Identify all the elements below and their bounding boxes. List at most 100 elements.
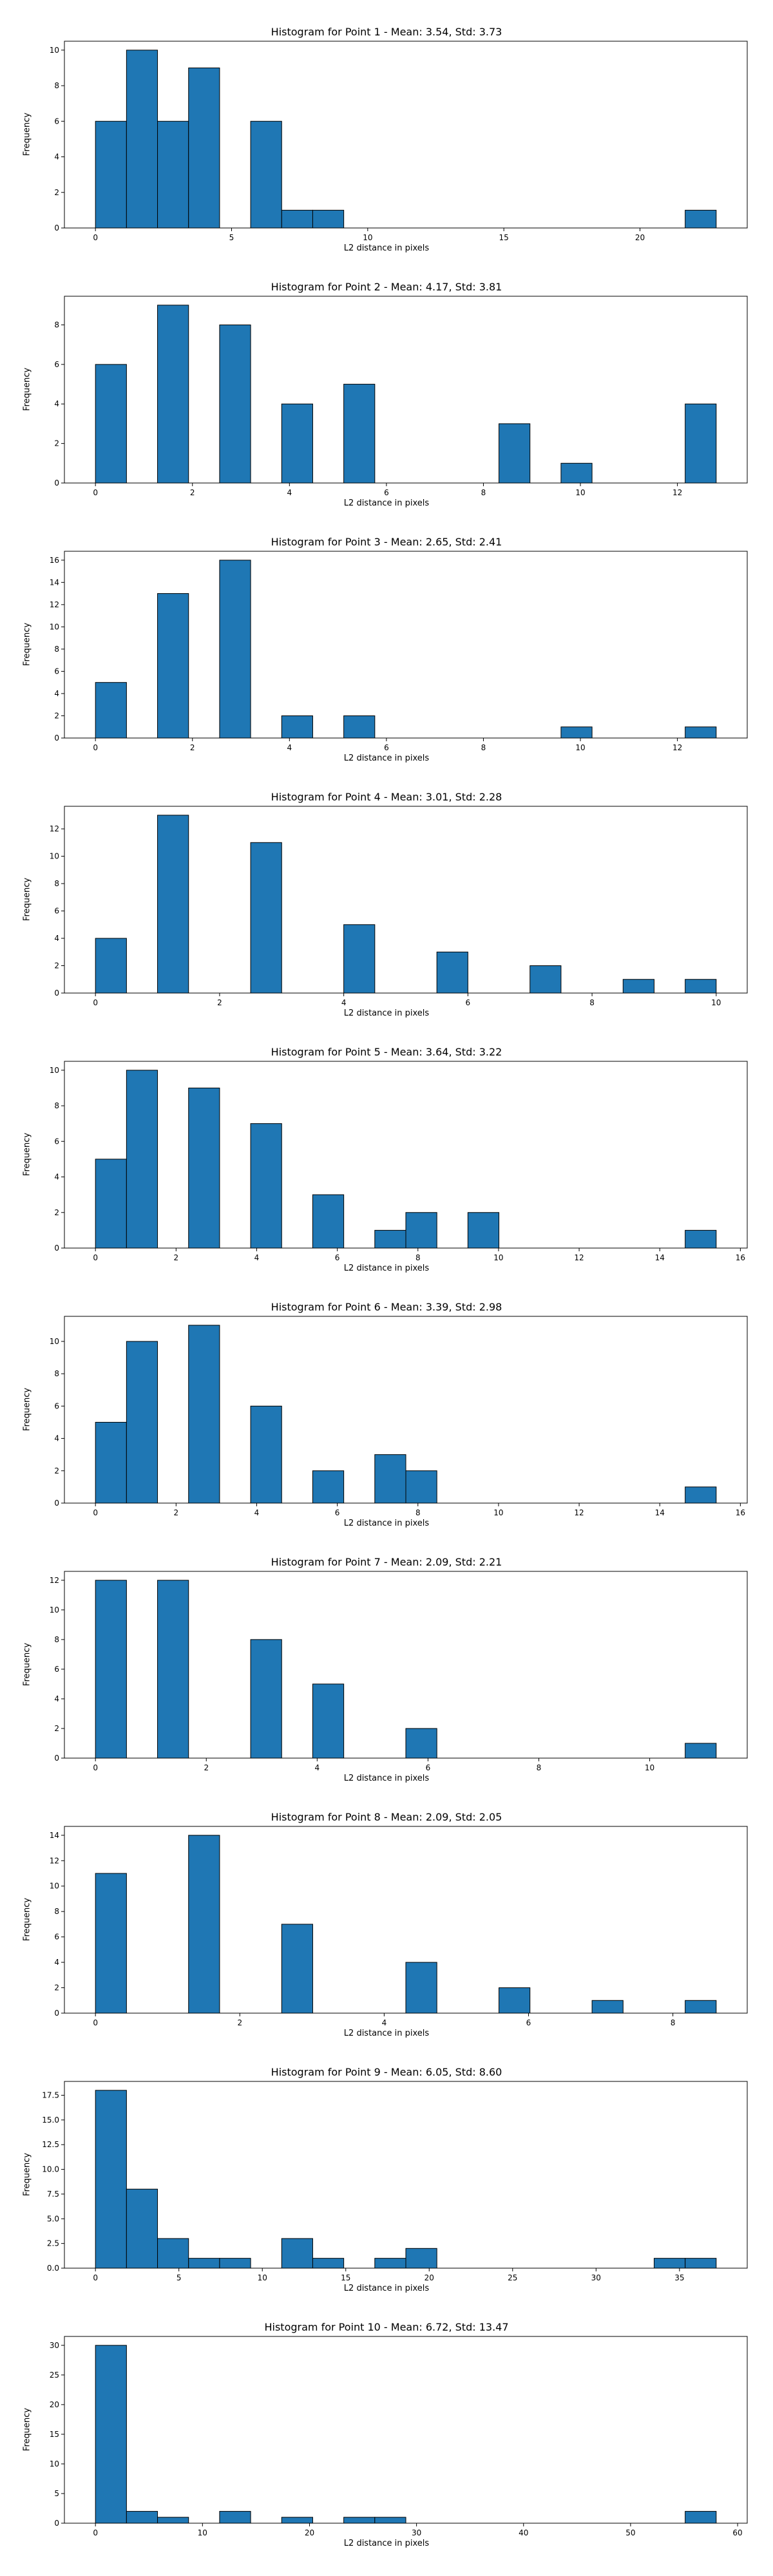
y-tick-label: 10 (50, 1882, 59, 1891)
x-tick-label: 2 (237, 2018, 242, 2027)
x-tick-label: 12 (673, 743, 682, 752)
histogram-bar (95, 120, 127, 229)
histogram-bar (219, 2511, 251, 2524)
histogram-plot: 0 5 10 15 20 25 30 35 0.0 2.5 5.0 7.5 10.0 12.5 15.0 17… (42, 2081, 748, 2282)
histogram-bar (126, 2188, 158, 2269)
histogram-bar (405, 1212, 437, 1249)
y-tick-label: 12 (50, 1856, 59, 1865)
histogram-bar (281, 2238, 313, 2269)
x-axis-label: L2 distance in pixels (343, 1009, 430, 1018)
y-tick-label: 2 (54, 439, 59, 448)
x-tick-label: 10 (645, 1763, 654, 1772)
histogram-bar (219, 560, 251, 739)
x-tick-label: 4 (287, 488, 292, 497)
axes-frame (64, 1061, 748, 1249)
histogram-bar (499, 1987, 531, 2014)
histogram-panel-2: Histogram for Point 2 - Mean: 4.17, Std:… (0, 281, 773, 536)
y-tick-label: 16 (50, 556, 59, 565)
y-tick-label: 10 (50, 2459, 59, 2468)
y-tick-label: 2.5 (47, 2239, 59, 2248)
x-tick-label: 0 (93, 488, 98, 497)
x-tick-label: 4 (341, 998, 347, 1007)
histogram-bar (188, 2258, 220, 2269)
x-tick-label: 12 (574, 1253, 584, 1262)
histogram-bar (157, 2238, 189, 2269)
x-tick-label: 0 (93, 2018, 98, 2027)
x-tick-label: 8 (481, 488, 486, 497)
x-axis-label: L2 distance in pixels (343, 1264, 430, 1273)
x-tick-label: 0 (93, 998, 98, 1007)
y-tick-label: 12.5 (42, 2140, 59, 2149)
x-tick-label: 10 (493, 1508, 503, 1517)
y-tick-label: 12 (50, 1576, 59, 1585)
x-tick-label: 14 (655, 1253, 665, 1262)
histogram-bar (126, 1341, 158, 1504)
x-axis-label: L2 distance in pixels (343, 243, 430, 253)
y-tick-label: 10 (50, 852, 59, 861)
y-tick-label: 8 (54, 81, 59, 90)
histogram-bar (157, 2517, 189, 2524)
x-tick-label: 4 (254, 1253, 260, 1262)
histogram-panel-5: Histogram for Point 5 - Mean: 3.64, Std:… (0, 1046, 773, 1301)
y-tick-label: 0 (54, 2519, 59, 2528)
y-tick-label: 20 (50, 2400, 59, 2409)
chart-title: Histogram for Point 6 - Mean: 3.39, Std:… (271, 1301, 502, 1313)
x-tick-label: 20 (305, 2528, 314, 2537)
y-tick-label: 6 (54, 360, 59, 369)
histogram-bar (95, 2090, 127, 2269)
histogram-bar (95, 364, 127, 484)
histogram-bar (405, 1728, 437, 1759)
chart-title: Histogram for Point 1 - Mean: 3.54, Std:… (271, 26, 502, 38)
x-tick-label: 14 (655, 1508, 665, 1517)
y-tick-label: 2 (54, 711, 59, 720)
x-tick-label: 15 (341, 2273, 350, 2282)
axes-frame (64, 1571, 748, 1759)
histogram-bar (157, 593, 189, 739)
axes-frame (64, 551, 748, 739)
chart-title: Histogram for Point 3 - Mean: 2.65, Std:… (271, 536, 502, 548)
histogram-bar (374, 2517, 406, 2524)
histogram-panel-10: Histogram for Point 10 - Mean: 6.72, Std… (0, 2321, 773, 2576)
histogram-plot: 0 2 4 6 8 10 0 2 4 6 8 10 12 (50, 806, 748, 1007)
y-axis-label: Frequency (22, 2407, 32, 2452)
histogram-bar (95, 2345, 127, 2524)
histogram-plot: 0 10 20 30 40 50 60 0 5 10 15 20 25 30 (50, 2336, 748, 2537)
histogram-bar (685, 1486, 717, 1504)
x-tick-label: 10 (363, 233, 372, 242)
x-tick-label: 8 (415, 1253, 421, 1262)
histogram-bar (685, 726, 717, 739)
histogram-bar (188, 1087, 220, 1249)
x-tick-label: 5 (229, 233, 234, 242)
y-tick-label: 5 (54, 2489, 59, 2498)
histogram-panel-9: Histogram for Point 9 - Mean: 6.05, Std:… (0, 2066, 773, 2321)
x-axis-label: L2 distance in pixels (343, 498, 430, 508)
x-tick-label: 6 (526, 2018, 531, 2027)
histogram-bar (530, 965, 562, 994)
histogram-bar (312, 1470, 345, 1504)
x-tick-label: 6 (384, 488, 389, 497)
histogram-panel-6: Histogram for Point 6 - Mean: 3.39, Std:… (0, 1301, 773, 1556)
histogram-bar (157, 305, 189, 484)
histogram-bar (560, 726, 593, 739)
x-tick-label: 0 (93, 1508, 98, 1517)
x-axis-label: L2 distance in pixels (343, 2539, 430, 2548)
x-tick-label: 2 (174, 1508, 179, 1517)
histogram-bar (405, 2248, 437, 2269)
histogram-bar (126, 50, 158, 229)
x-tick-label: 4 (254, 1508, 260, 1517)
x-tick-label: 30 (591, 2273, 601, 2282)
y-tick-label: 10 (50, 1337, 59, 1346)
histogram-bar (157, 1580, 189, 1759)
histogram-plot: 0 2 4 6 8 0 2 4 6 8 10 12 14 (50, 1826, 748, 2027)
y-tick-label: 0 (54, 1244, 59, 1253)
x-tick-label: 6 (466, 998, 471, 1007)
y-tick-label: 4 (54, 1694, 59, 1703)
y-tick-label: 14 (50, 578, 59, 587)
x-tick-label: 0 (93, 233, 98, 242)
y-axis-label: Frequency (22, 622, 32, 667)
histogram-bar (685, 1743, 717, 1759)
histogram-bar (281, 209, 313, 229)
histogram-bar (312, 1683, 345, 1759)
y-tick-label: 12 (50, 824, 59, 833)
